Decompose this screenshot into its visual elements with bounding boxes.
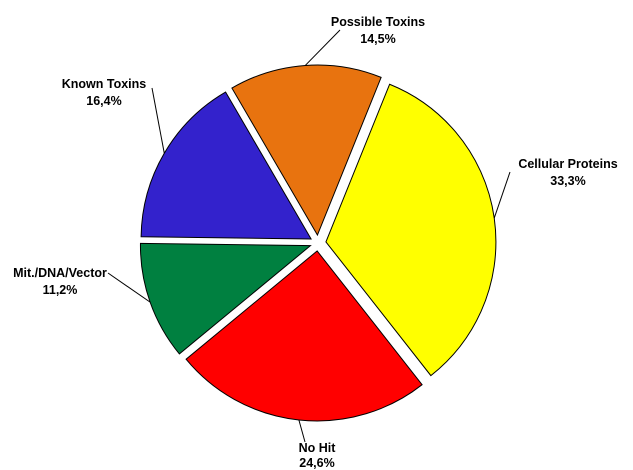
pie-slice-known-toxins [140,91,312,240]
slice-label-possible-toxins: Possible Toxins 14,5% [331,15,425,46]
slice-name-cellular-proteins: Cellular Proteins [518,157,617,171]
slice-value-mit-dna-vector: 11,2% [43,283,78,297]
leader-lines [107,29,511,443]
slice-value-cellular-proteins: 33,3% [550,174,585,188]
slice-name-possible-toxins: Possible Toxins [331,15,425,29]
slice-name-known-toxins: Known Toxins [62,77,147,91]
slice-name-mit-dna-vector: Mit./DNA/Vector [13,266,107,280]
slice-name-no-hit: No Hit [299,441,337,455]
leader-line-known-toxins [151,87,165,154]
leader-line-cellular-proteins [493,171,511,219]
pie-slice-no-hit [185,250,423,422]
slice-value-no-hit: 24,6% [299,456,334,470]
pie-slice-possible-toxins [231,64,382,237]
slice-value-possible-toxins: 14,5% [360,32,395,46]
slice-value-known-toxins: 16,4% [86,94,121,108]
leader-line-no-hit [298,419,306,443]
leader-line-possible-toxins [304,29,341,66]
slice-label-no-hit: No Hit 24,6% [299,441,337,470]
leader-line-mit-dna-vector [107,272,151,303]
pie-slice-cellular-proteins [325,83,497,377]
pie-slices [139,64,497,422]
slice-label-mit-dna-vector: Mit./DNA/Vector 11,2% [13,266,107,297]
slice-label-known-toxins: Known Toxins 16,4% [62,77,147,108]
slice-label-cellular-proteins: Cellular Proteins 33,3% [518,157,617,188]
